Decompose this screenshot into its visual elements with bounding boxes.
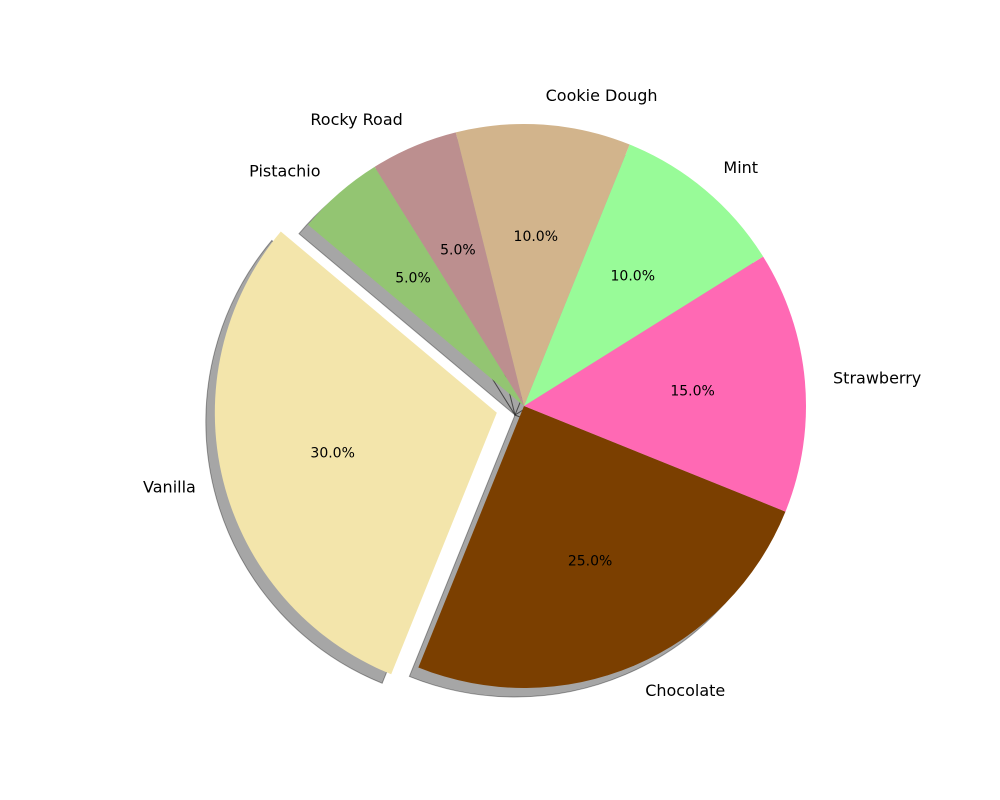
percent-mint: 10.0% <box>611 268 655 284</box>
label-mint: Mint <box>723 158 758 177</box>
slice-chocolate <box>418 406 786 688</box>
label-cookie-dough: Cookie Dough <box>546 86 658 105</box>
percent-vanilla: 30.0% <box>310 446 354 462</box>
slice-labels: Vanilla 30.0% Chocolate 25.0% Strawberry 15.0… <box>143 86 921 700</box>
percent-rocky-road: 5.0% <box>440 242 476 258</box>
percent-pistachio: 5.0% <box>395 270 431 286</box>
percent-chocolate: 25.0% <box>568 554 612 570</box>
slice-rocky-road <box>374 132 524 407</box>
slice-cookie-dough <box>455 124 630 407</box>
slice-pistachio <box>307 166 524 406</box>
percent-strawberry: 15.0% <box>670 383 714 399</box>
label-chocolate: Chocolate <box>645 681 725 700</box>
label-rocky-road: Rocky Road <box>310 110 402 129</box>
slice-mint <box>524 144 764 406</box>
label-pistachio: Pistachio <box>249 161 320 180</box>
label-strawberry: Strawberry <box>833 368 921 387</box>
pie-slices <box>214 124 806 688</box>
percent-cookie-dough: 10.0% <box>514 229 558 245</box>
label-vanilla: Vanilla <box>143 477 196 496</box>
slice-strawberry <box>524 256 806 512</box>
slice-vanilla <box>214 231 497 675</box>
